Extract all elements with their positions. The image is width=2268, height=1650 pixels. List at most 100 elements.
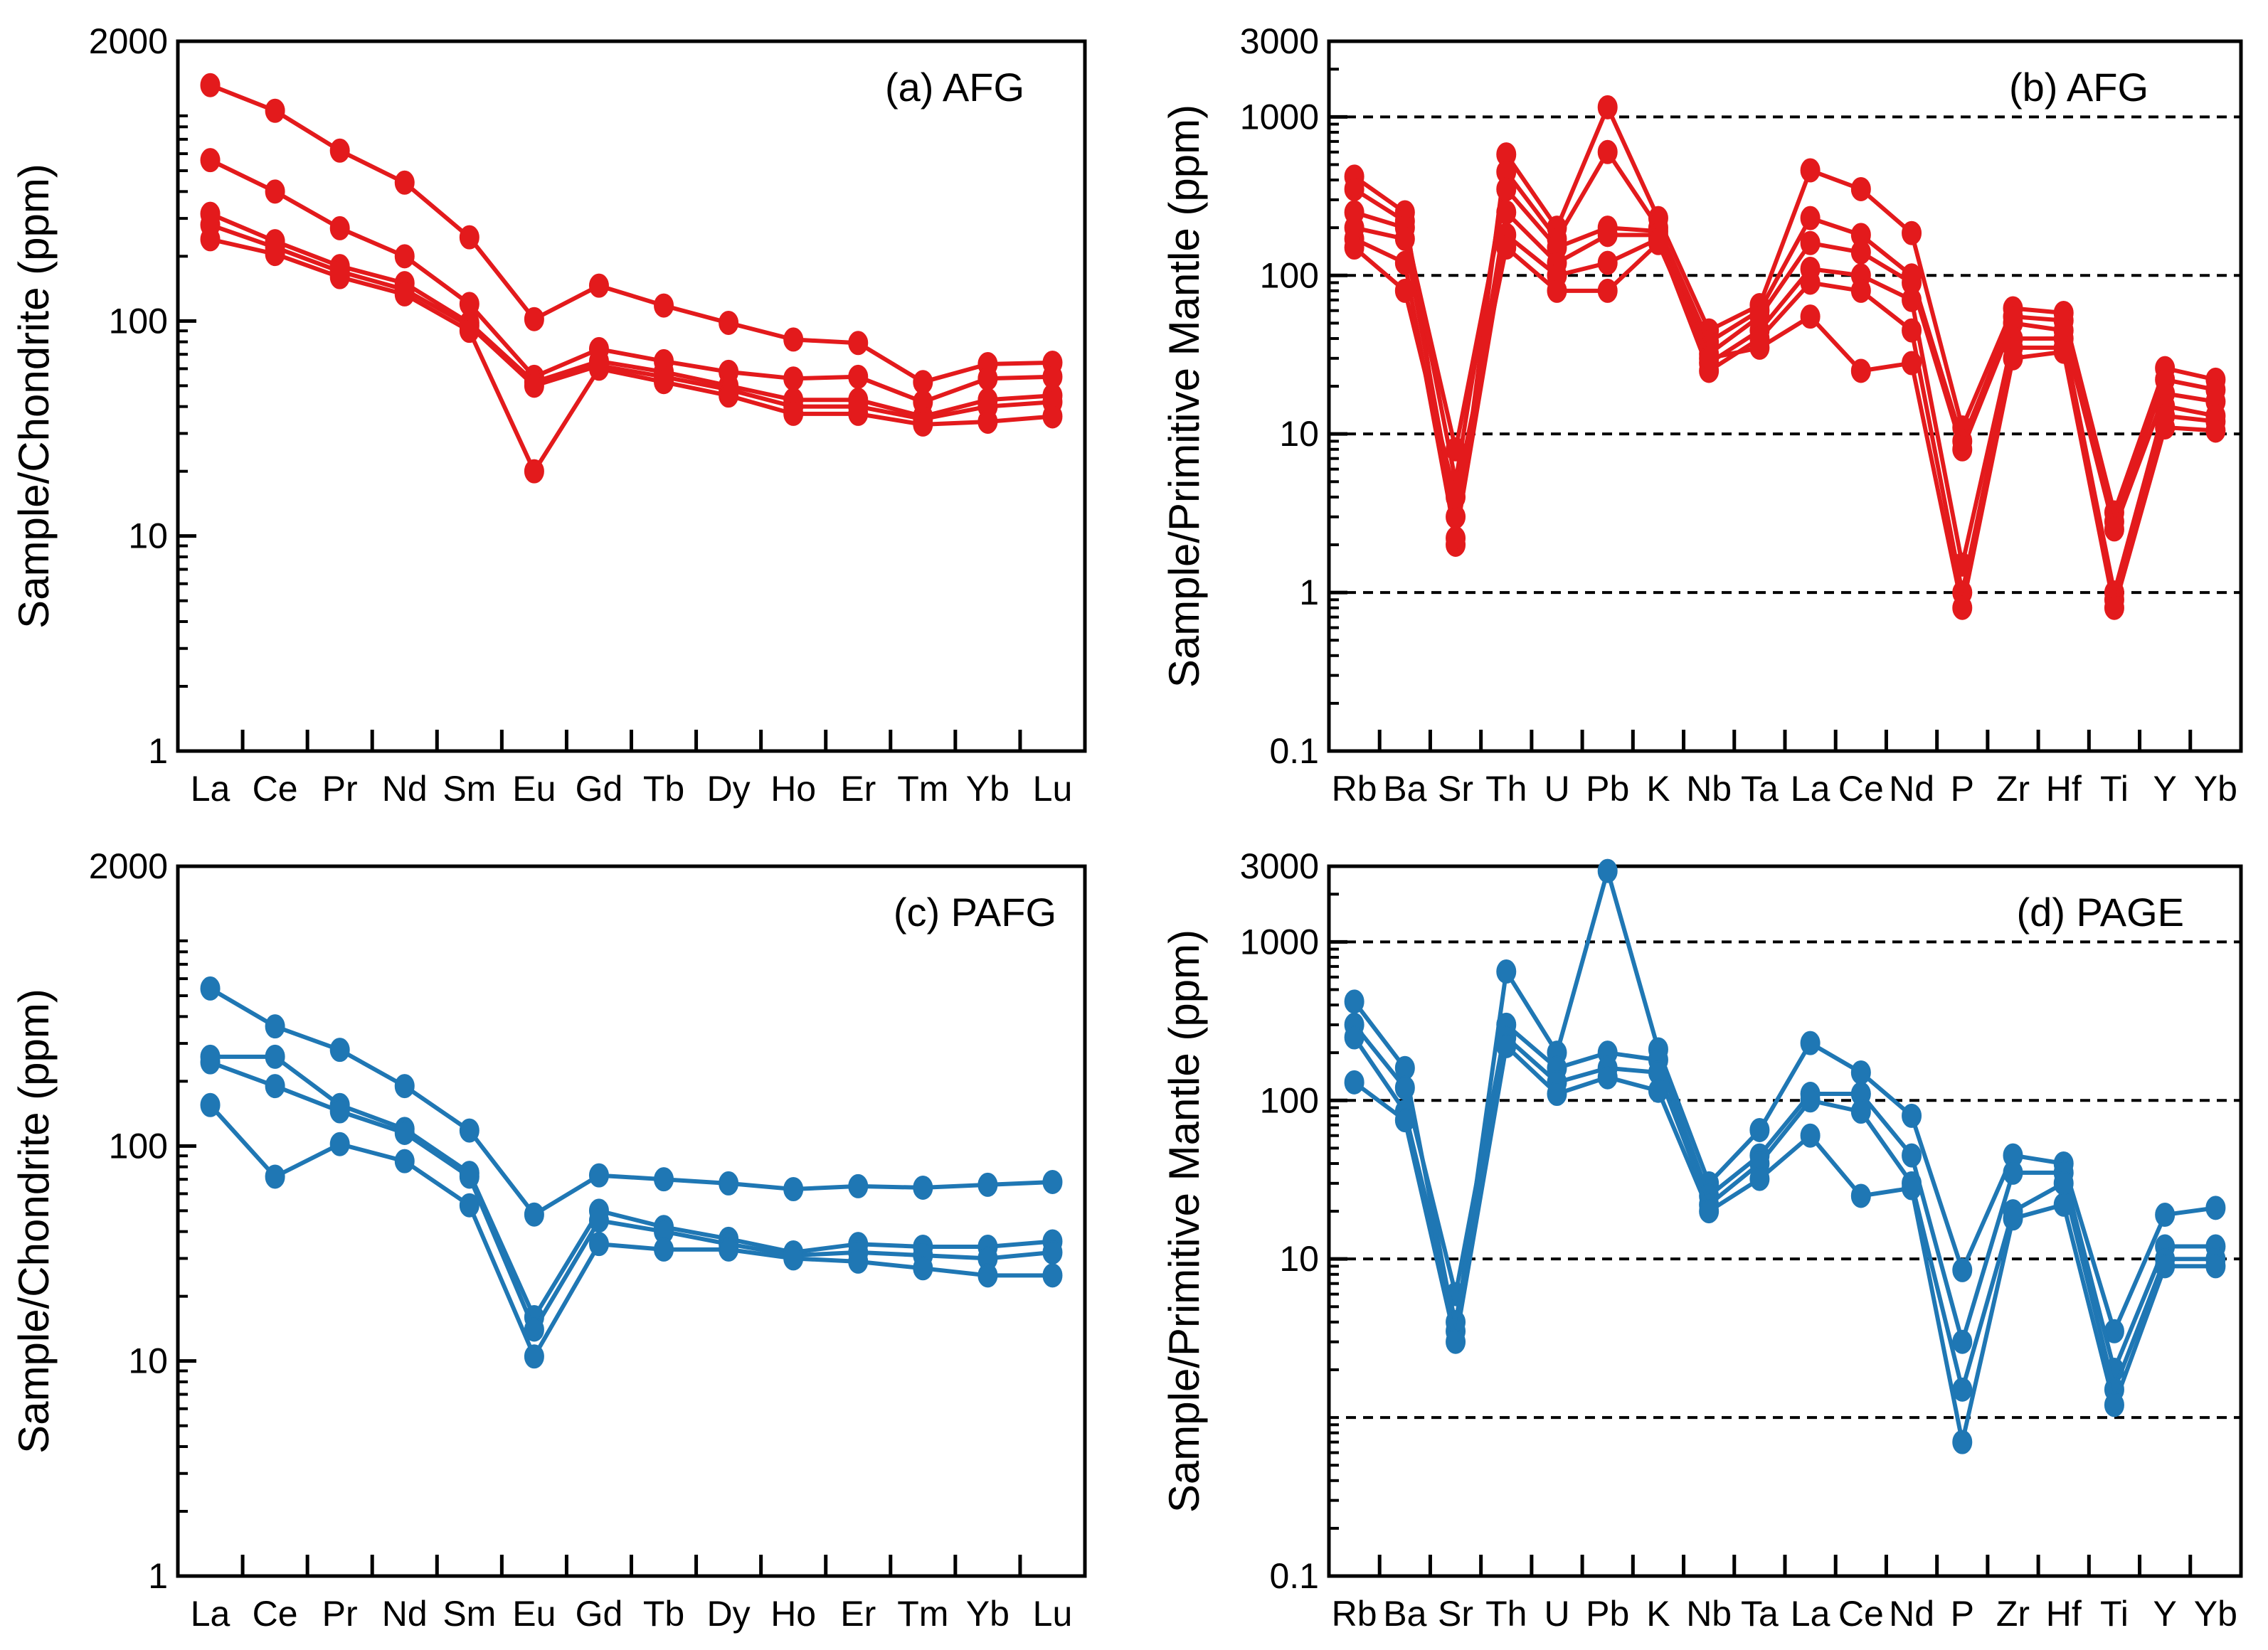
data-point (719, 310, 739, 335)
data-point (1496, 235, 1517, 260)
y-tick-label: 1000 (1240, 97, 1319, 137)
x-tick-label: Sr (1438, 1594, 1473, 1634)
data-point (1648, 230, 1668, 255)
x-tick-label: Sr (1438, 769, 1473, 809)
x-tick-label: U (1544, 769, 1569, 809)
data-point (1344, 176, 1364, 201)
panel-d: 0.1 10 100 1000 3000 Rb Ba Sr Th U Pb K Nb Ta La Ce Nd P Z… (1160, 846, 2243, 1634)
x-tick-label: K (1646, 1594, 1670, 1634)
x-tick-label: Nd (1889, 1594, 1934, 1634)
x-tick-label: Rb (1332, 769, 1377, 809)
data-point (783, 1177, 804, 1202)
data-point (200, 148, 221, 173)
y-tick-label: 10 (128, 516, 168, 556)
series-line (209, 158, 1053, 405)
data-point (1749, 335, 1770, 360)
x-tick-label: Yb (2194, 769, 2237, 809)
series-line (1352, 1022, 2216, 1372)
y-tick-label: 100 (109, 301, 168, 341)
data-point (1648, 1078, 1668, 1103)
data-point (913, 1175, 933, 1200)
data-point (1446, 1329, 1466, 1354)
data-point (459, 225, 479, 250)
x-tick-label: Zr (1996, 769, 2030, 809)
x-tick-label: Dy (707, 769, 751, 809)
x-tick-label: Tm (897, 1594, 948, 1634)
series-line (208, 986, 1053, 1217)
data-point (265, 1164, 285, 1189)
series-line (1352, 1043, 2216, 1444)
x-tick-label: Ba (1383, 1594, 1426, 1634)
series-line (209, 211, 1053, 419)
y-axis-label: Sample/Primitive Mantle (ppm) (1160, 930, 1208, 1513)
x-tick-label: Yb (966, 769, 1010, 809)
data-point (1547, 278, 1567, 303)
y-tick-label: 10 (1279, 1239, 1319, 1279)
data-point (265, 1044, 285, 1069)
data-point (2104, 517, 2124, 542)
panel-title: (a) AFG (885, 65, 1024, 110)
data-point (588, 356, 609, 381)
data-point (1850, 240, 1871, 265)
x-tick-label: Dy (707, 1594, 751, 1634)
data-point (265, 1074, 285, 1099)
data-point (783, 366, 804, 391)
data-point (588, 1163, 609, 1188)
data-point (1344, 235, 1364, 260)
data-point (1850, 1183, 1871, 1208)
x-tick-label: Er (840, 1594, 876, 1634)
panel-b: 0.1 1 10 100 1000 3000 Rb Ba Sr Th U Pb K Nb Ta La Ce Nd P… (1160, 21, 2243, 809)
data-point (2155, 1254, 2176, 1279)
data-point (977, 1172, 998, 1197)
data-point (783, 1246, 804, 1271)
data-point (1800, 1031, 1821, 1055)
data-point (2205, 418, 2226, 443)
data-point (1800, 1088, 1821, 1113)
x-tick-label: Yb (2194, 1594, 2237, 1634)
data-point (329, 215, 350, 240)
data-point (1394, 1108, 1415, 1133)
y-tick-label: 3000 (1240, 21, 1319, 61)
data-point (977, 1263, 998, 1288)
data-point (1547, 1082, 1567, 1107)
series-line (209, 223, 1053, 422)
data-point (1496, 959, 1517, 984)
data-point (1042, 1169, 1063, 1194)
data-point (1850, 1060, 1871, 1085)
data-point (1850, 358, 1871, 383)
y-tick-label: 0.1 (1269, 1556, 1319, 1596)
x-tick-label: La (191, 1594, 230, 1634)
series-line (209, 1060, 1053, 1332)
x-tick-label: Pr (322, 1594, 358, 1634)
data-point (524, 373, 544, 398)
data-point (1597, 139, 1618, 164)
x-tick-label: P (1951, 1594, 1974, 1634)
y-tick-label: 2000 (89, 21, 168, 61)
y-axis-label: Sample/Chondrite (ppm) (10, 164, 58, 629)
data-point (848, 1249, 869, 1274)
data-point (1800, 230, 1821, 255)
data-point (524, 1344, 544, 1369)
x-tick-label: Y (2153, 1594, 2176, 1634)
data-point (329, 265, 350, 289)
data-point (1800, 270, 1821, 295)
x-tick-label: Pb (1586, 769, 1629, 809)
data-point (329, 1038, 350, 1063)
y-tick-label: 10 (128, 1341, 168, 1381)
data-point (783, 327, 804, 352)
series-line (209, 82, 1053, 385)
plot-frame (176, 864, 1087, 1578)
data-point (1446, 526, 1466, 550)
data-point (1952, 1257, 1973, 1282)
x-tick-label: Er (840, 769, 876, 809)
panel-c: 1 10 100 2000 La Ce Pr Nd Sm Eu Gd Tb Dy Ho Er Tm Yb Lu (c… (10, 846, 1087, 1634)
data-point (265, 1014, 285, 1039)
data-point (1800, 1123, 1821, 1148)
data-point (459, 1164, 479, 1189)
x-tick-label: Rb (1332, 1594, 1377, 1634)
x-tick-label: P (1951, 769, 1974, 809)
x-tick-label: La (1791, 1594, 1830, 1634)
y-tick-label: 3000 (1240, 846, 1319, 886)
data-point (1749, 1117, 1770, 1142)
x-tick-label: Lu (1033, 769, 1073, 809)
